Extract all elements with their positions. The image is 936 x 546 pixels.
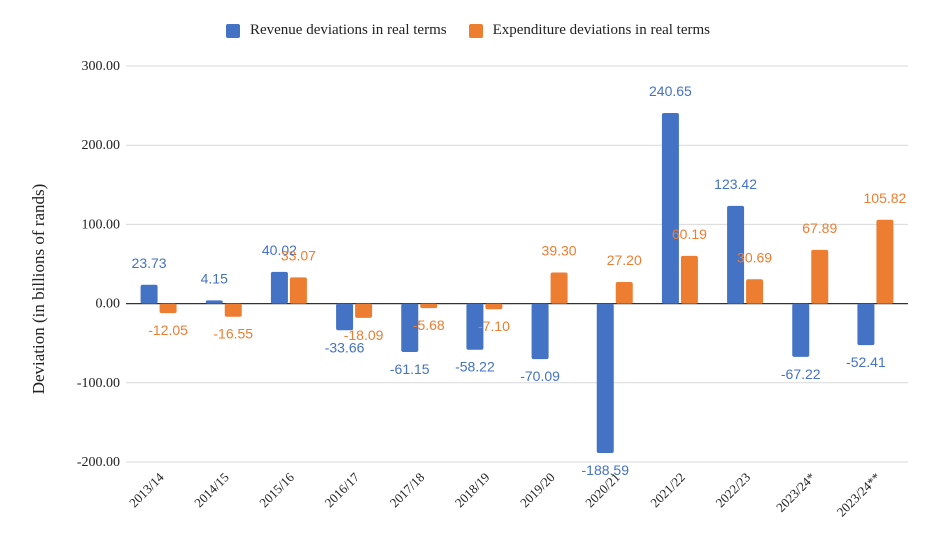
data-label-expenditure: 27.20 <box>607 252 642 268</box>
legend-item-revenue[interactable]: Revenue deviations in real terms <box>225 22 447 39</box>
bar-expenditure[interactable] <box>615 282 633 304</box>
data-label-revenue: -52.41 <box>846 354 886 370</box>
bar-expenditure[interactable] <box>876 219 894 304</box>
data-label-expenditure: -7.10 <box>478 318 510 334</box>
bar-revenue[interactable] <box>661 113 679 304</box>
x-tick-label: 2019/20 <box>517 470 558 511</box>
bar-revenue[interactable] <box>336 303 354 331</box>
bar-expenditure[interactable] <box>550 272 568 304</box>
y-tick-label: -100.00 <box>77 376 120 391</box>
data-label-expenditure: 30.69 <box>737 249 772 265</box>
bar-revenue[interactable] <box>531 303 549 360</box>
legend: Revenue deviations in real terms Expendi… <box>0 22 936 39</box>
bar-expenditure[interactable] <box>811 249 829 304</box>
data-label-expenditure: -12.05 <box>148 322 188 338</box>
x-tick-label: 2014/15 <box>191 470 232 511</box>
y-axis: 300.00 200.00 100.00 0.00 -100.00 -200.00 <box>77 59 120 470</box>
x-tick-label: 2013/14 <box>126 469 167 510</box>
y-tick-label: 300.00 <box>82 59 121 74</box>
bar-revenue[interactable] <box>857 303 875 346</box>
bar-revenue[interactable] <box>270 271 288 304</box>
legend-label-revenue: Revenue deviations in real terms <box>249 22 447 38</box>
x-tick-label: 2023/24* <box>773 470 818 515</box>
x-tick-label: 2022/23 <box>712 470 753 511</box>
bar-revenue[interactable] <box>792 303 810 357</box>
data-label-revenue: -61.15 <box>390 361 430 377</box>
data-label-expenditure: 39.30 <box>542 242 577 258</box>
data-label-expenditure: 33.07 <box>281 247 316 263</box>
data-label-revenue: -58.22 <box>455 359 495 375</box>
bars <box>140 113 894 453</box>
bar-revenue[interactable] <box>727 205 745 304</box>
data-label-expenditure: -16.55 <box>213 326 253 342</box>
y-tick-label: 100.00 <box>82 217 121 232</box>
data-labels: 23.73-12.054.15-16.5540.0233.07-33.66-18… <box>132 83 907 478</box>
data-label-revenue: 240.65 <box>649 83 692 99</box>
x-tick-label: 2018/19 <box>452 470 493 511</box>
data-label-expenditure: 105.82 <box>864 190 907 206</box>
bar-expenditure[interactable] <box>746 279 764 304</box>
legend-item-expenditure[interactable]: Expenditure deviations in real terms <box>468 22 711 39</box>
data-label-revenue: -70.09 <box>520 368 560 384</box>
bar-expenditure[interactable] <box>289 277 307 304</box>
x-tick-label: 2023/24** <box>834 470 884 520</box>
y-tick-label: 0.00 <box>96 297 121 312</box>
x-tick-label: 2015/16 <box>256 469 297 510</box>
legend-swatch-expenditure <box>468 23 483 38</box>
data-label-expenditure: 60.19 <box>672 226 707 242</box>
data-label-expenditure: -18.09 <box>344 327 384 343</box>
bar-revenue[interactable] <box>401 303 419 353</box>
data-label-revenue: -33.66 <box>325 339 365 355</box>
bar-revenue[interactable] <box>205 300 223 304</box>
data-label-expenditure: -5.68 <box>413 317 445 333</box>
x-axis: 2013/14 2014/15 2015/16 2016/17 2017/18 2018/… <box>126 469 884 519</box>
data-label-revenue: 40.02 <box>262 242 297 258</box>
legend-swatch-revenue <box>225 23 240 38</box>
bar-revenue[interactable] <box>140 284 158 304</box>
data-label-revenue: 23.73 <box>132 255 167 271</box>
data-label-revenue: -67.22 <box>781 366 821 382</box>
data-label-expenditure: 67.89 <box>802 220 837 236</box>
y-tick-label: -200.00 <box>77 455 120 470</box>
gridlines <box>126 65 908 463</box>
bar-expenditure[interactable] <box>680 255 698 304</box>
y-tick-label: 200.00 <box>82 138 121 153</box>
data-label-revenue: 4.15 <box>201 270 228 286</box>
y-axis-label: Deviation (in billions of rands) <box>29 184 48 395</box>
bar-expenditure[interactable] <box>420 303 438 309</box>
bar-expenditure[interactable] <box>159 303 177 314</box>
bar-revenue[interactable] <box>466 303 484 350</box>
bar-expenditure[interactable] <box>355 303 373 318</box>
legend-label-expenditure: Expenditure deviations in real terms <box>492 22 711 38</box>
bar-revenue[interactable] <box>596 303 614 453</box>
data-label-revenue: 123.42 <box>714 176 757 192</box>
data-label-revenue: -188.59 <box>582 462 630 478</box>
x-tick-label: 2017/18 <box>387 470 428 511</box>
x-tick-label: 2021/22 <box>647 470 688 511</box>
bar-expenditure[interactable] <box>485 303 503 310</box>
x-tick-label: 2016/17 <box>321 469 362 510</box>
bar-expenditure[interactable] <box>224 303 242 317</box>
